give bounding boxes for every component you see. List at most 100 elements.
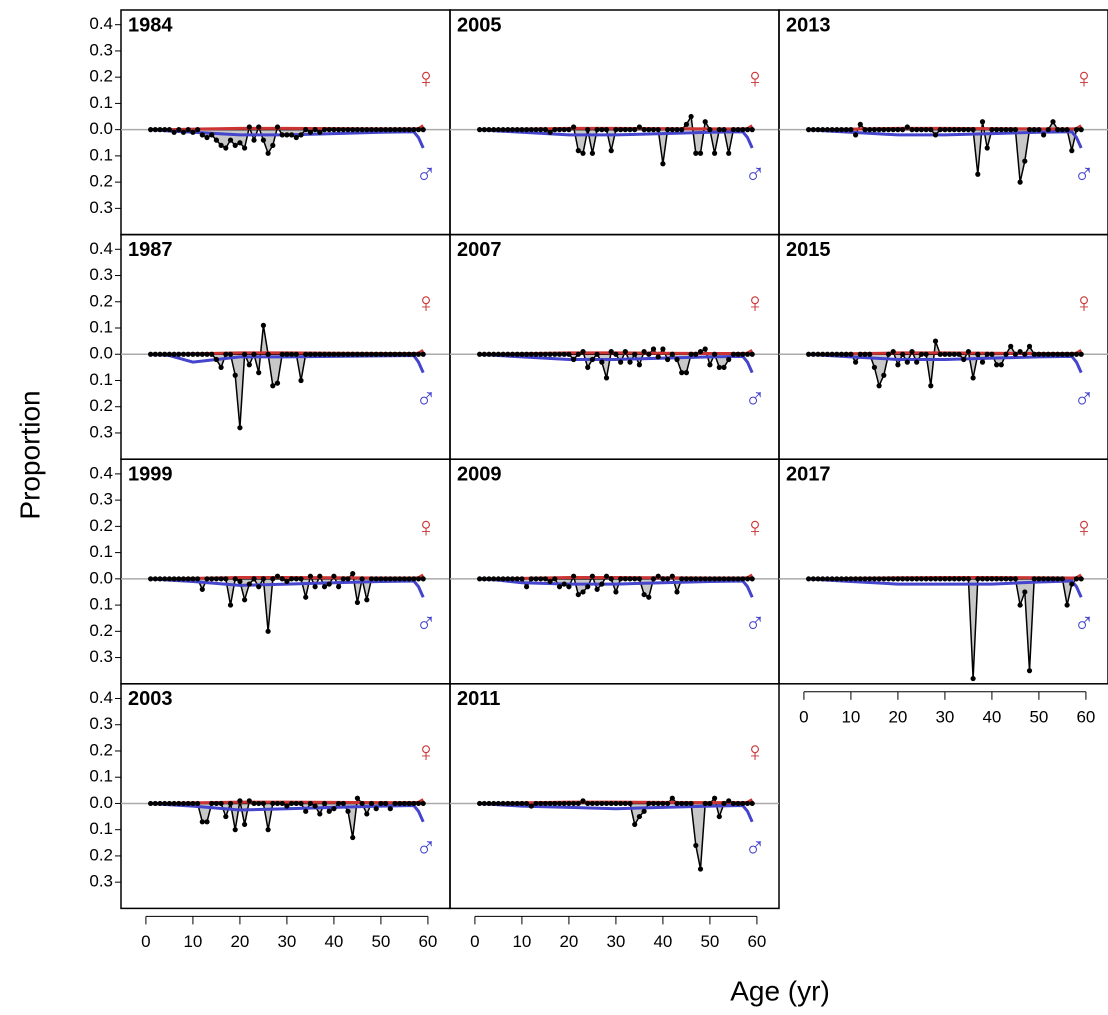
observed-point <box>721 800 727 807</box>
observed-point <box>608 800 614 807</box>
observed-point <box>683 121 690 127</box>
observed-point <box>744 800 751 807</box>
observed-point <box>970 375 976 381</box>
observed-point <box>345 576 351 582</box>
female-symbol: ♀ <box>416 287 437 318</box>
observed-point <box>885 351 892 357</box>
observed-point <box>848 351 854 357</box>
observed-point <box>693 351 699 357</box>
panel-frame <box>449 9 780 236</box>
observed-point <box>289 576 295 582</box>
observed-point <box>571 356 577 363</box>
observed-point <box>331 351 337 357</box>
observed-point <box>632 821 638 828</box>
observed-point <box>157 800 163 807</box>
observed-point <box>618 359 624 365</box>
observed-point <box>195 351 201 357</box>
x-tick-label: 60 <box>418 932 437 951</box>
observed-point <box>923 351 929 357</box>
observed-point <box>265 628 271 634</box>
observed-point <box>148 351 154 357</box>
observed-point <box>585 584 591 590</box>
observed-point <box>528 803 534 809</box>
y-tick-label: 0.4 <box>89 688 113 707</box>
observed-point <box>683 800 690 807</box>
observed-point <box>730 127 737 133</box>
observed-point <box>227 137 234 143</box>
observed-point <box>1069 148 1075 154</box>
observed-point <box>232 372 238 378</box>
observed-point <box>876 127 882 133</box>
observed-point <box>303 351 309 357</box>
male-symbol: ♂ <box>745 383 766 414</box>
observed-point <box>613 127 619 133</box>
observed-point <box>411 127 417 133</box>
observed-point <box>345 127 351 133</box>
observed-point <box>500 576 506 582</box>
observed-point <box>185 800 191 807</box>
observed-point <box>862 351 868 357</box>
observed-point <box>321 127 328 133</box>
observed-point <box>411 351 417 357</box>
x-tick-label: 20 <box>230 932 249 951</box>
observed-point <box>321 584 328 590</box>
x-tick-label: 20 <box>888 707 907 726</box>
observed-point <box>1012 351 1019 357</box>
expected-male-line <box>150 577 425 598</box>
y-tick-label: 0.1 <box>89 595 113 614</box>
x-tick-label: 10 <box>183 932 202 951</box>
observed-point <box>415 576 422 582</box>
observed-point <box>383 127 389 133</box>
observed-point <box>1069 581 1075 587</box>
observed-point <box>256 124 262 130</box>
panel-title: 2009 <box>457 463 502 485</box>
observed-point <box>904 359 910 365</box>
observed-point <box>669 795 675 801</box>
female-symbol: ♀ <box>416 736 437 767</box>
observed-point <box>571 800 577 807</box>
observed-point <box>519 800 525 807</box>
observed-point <box>660 161 666 167</box>
observed-point <box>204 351 210 357</box>
observed-point <box>970 127 976 133</box>
observed-point <box>495 351 502 357</box>
y-tick-label: 0.4 <box>89 463 113 482</box>
observed-point <box>397 576 403 582</box>
observed-point <box>984 145 990 151</box>
observed-point <box>242 597 248 603</box>
male-symbol: ♂ <box>1074 383 1095 414</box>
observed-point <box>575 148 581 154</box>
observed-point <box>312 127 318 133</box>
observed-point <box>923 127 929 133</box>
observed-point <box>716 127 722 133</box>
observed-point <box>806 576 812 582</box>
observed-point <box>618 127 624 133</box>
observed-point <box>942 351 948 357</box>
observed-point <box>284 351 290 357</box>
observed-point <box>937 576 943 582</box>
observed-point <box>1012 576 1019 582</box>
female-symbol: ♀ <box>745 287 766 318</box>
observed-point <box>646 594 652 600</box>
observed-point <box>538 576 544 582</box>
observed-point <box>1036 127 1042 133</box>
observed-point <box>368 127 375 133</box>
observed-point <box>730 576 737 582</box>
observed-point <box>491 351 497 357</box>
observed-point <box>1026 343 1033 349</box>
observed-point <box>392 127 398 133</box>
observed-point <box>538 351 544 357</box>
observed-point <box>190 576 196 582</box>
observed-point <box>368 800 375 807</box>
observed-point <box>618 576 624 582</box>
y-tick-label: 0.1 <box>89 145 113 164</box>
observed-point <box>378 127 384 133</box>
observed-point <box>514 351 520 357</box>
observed-point <box>862 576 868 582</box>
observed-point <box>632 576 638 582</box>
observed-point <box>509 576 516 582</box>
observed-point <box>171 129 177 135</box>
observed-point <box>815 576 821 582</box>
observed-point <box>148 800 154 807</box>
observed-point <box>209 351 215 357</box>
